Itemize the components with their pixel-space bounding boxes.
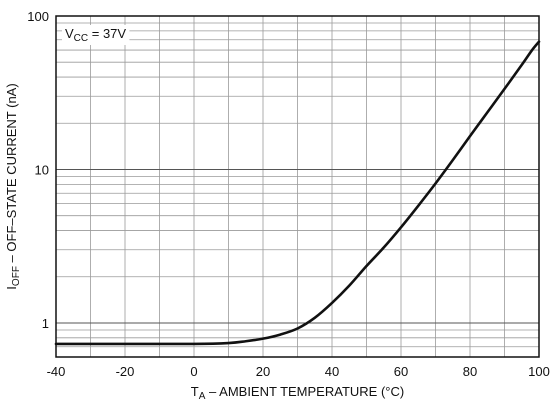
y-axis-label: IOFF – OFF–STATE CURRENT (nA) xyxy=(4,83,22,289)
annotation-rest: = 37V xyxy=(88,26,126,41)
grid-lines xyxy=(56,16,539,358)
y-axis-label-sub: OFF xyxy=(11,266,22,286)
x-tick-label: -40 xyxy=(47,364,66,379)
x-axis-label: TA – AMBIENT TEMPERATURE (°C) xyxy=(191,384,404,402)
plot-border xyxy=(55,15,540,358)
y-tick-label: 10 xyxy=(35,162,49,177)
x-tick-label: -20 xyxy=(116,364,135,379)
annotation-main: V xyxy=(65,26,74,41)
x-tick-label: 20 xyxy=(256,364,270,379)
x-axis-label-rest: – AMBIENT TEMPERATURE (°C) xyxy=(205,384,404,399)
x-tick-labels: -40 -20 0 20 40 60 80 100 xyxy=(47,364,550,379)
x-tick-label: 0 xyxy=(190,364,197,379)
y-tick-label: 100 xyxy=(27,9,49,24)
x-tick-label: 100 xyxy=(528,364,550,379)
y-tick-labels: 1 10 100 xyxy=(27,9,49,331)
x-axis-label-sub: A xyxy=(199,391,206,402)
y-tick-label: 1 xyxy=(42,316,49,331)
x-axis-label-main: T xyxy=(191,384,199,399)
annotation-vcc: VCC = 37V xyxy=(65,26,126,44)
x-tick-label: 80 xyxy=(463,364,477,379)
annotation-sub: CC xyxy=(74,33,88,44)
y-axis-label-main: I xyxy=(4,286,19,290)
x-tick-label: 60 xyxy=(394,364,408,379)
x-tick-label: 40 xyxy=(325,364,339,379)
annotation-background xyxy=(62,25,130,45)
series-line xyxy=(54,40,541,346)
y-axis-label-rest: – OFF–STATE CURRENT (nA) xyxy=(4,83,19,266)
